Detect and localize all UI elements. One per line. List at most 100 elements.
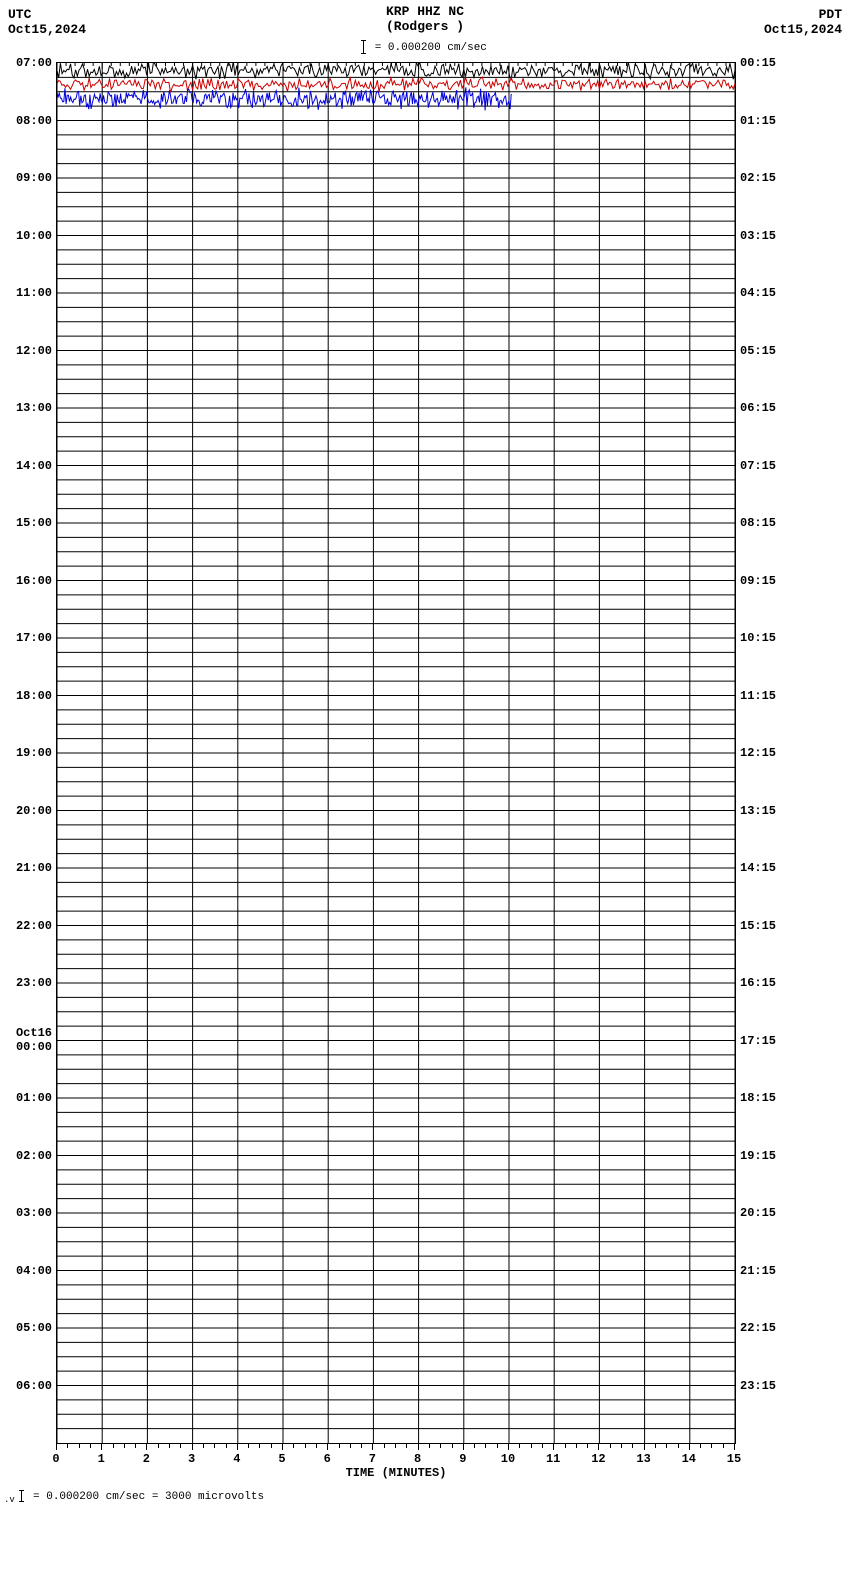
x-tick [237, 1444, 238, 1450]
left-time-label: 07:00 [16, 56, 52, 70]
x-tick [723, 1444, 724, 1448]
x-axis-title: TIME (MINUTES) [56, 1466, 736, 1480]
pdt-label: PDT [819, 7, 842, 22]
x-tick [67, 1444, 68, 1448]
x-tick [271, 1444, 272, 1448]
left-time-label: 02:00 [16, 1149, 52, 1163]
x-tick [384, 1444, 385, 1448]
x-tick [293, 1444, 294, 1448]
x-axis: TIME (MINUTES) 0123456789101112131415 [56, 1444, 736, 1484]
left-time-label: 14:00 [16, 459, 52, 473]
x-tick [497, 1444, 498, 1448]
x-tick [565, 1444, 566, 1448]
right-time-label: 12:15 [740, 746, 776, 760]
x-tick [463, 1444, 464, 1450]
right-time-label: 04:15 [740, 286, 776, 300]
right-time-labels: 00:1501:1502:1503:1504:1505:1506:1507:15… [738, 62, 848, 1444]
x-tick [531, 1444, 532, 1448]
scale-info: = 0.000200 cm/sec [0, 40, 850, 54]
right-time-label: 03:15 [740, 229, 776, 243]
left-time-label: 22:00 [16, 919, 52, 933]
x-tick [700, 1444, 701, 1448]
x-tick [135, 1444, 136, 1448]
header: KRP HHZ NC (Rodgers ) UTC Oct15,2024 PDT… [0, 4, 850, 64]
x-tick [598, 1444, 599, 1450]
right-time-label: 02:15 [740, 171, 776, 185]
right-time-label: 17:15 [740, 1034, 776, 1048]
right-time-label: 22:15 [740, 1321, 776, 1335]
x-tick [452, 1444, 453, 1448]
left-time-label: 20:00 [16, 804, 52, 818]
x-tick [678, 1444, 679, 1448]
x-tick [90, 1444, 91, 1448]
x-tick [508, 1444, 509, 1450]
x-tick [248, 1444, 249, 1448]
x-tick-label: 7 [369, 1452, 376, 1466]
left-time-label: 19:00 [16, 746, 52, 760]
station-title: KRP HHZ NC [0, 4, 850, 19]
right-time-label: 06:15 [740, 401, 776, 415]
left-time-label: 05:00 [16, 1321, 52, 1335]
left-time-label: 15:00 [16, 516, 52, 530]
right-time-label: 08:15 [740, 516, 776, 530]
pdt-date: Oct15,2024 [764, 22, 842, 37]
x-tick-label: 1 [98, 1452, 105, 1466]
x-tick [440, 1444, 441, 1448]
x-tick [576, 1444, 577, 1448]
left-time-label: 12:00 [16, 344, 52, 358]
x-tick [406, 1444, 407, 1448]
x-tick [621, 1444, 622, 1448]
x-tick [587, 1444, 588, 1448]
x-tick-label: 5 [278, 1452, 285, 1466]
right-time-label: 07:15 [740, 459, 776, 473]
left-time-label: 06:00 [16, 1379, 52, 1393]
x-tick-label: 0 [52, 1452, 59, 1466]
right-time-label: 10:15 [740, 631, 776, 645]
right-time-label: 21:15 [740, 1264, 776, 1278]
right-time-label: 14:15 [740, 861, 776, 875]
x-tick [259, 1444, 260, 1448]
x-tick [158, 1444, 159, 1448]
right-time-label: 09:15 [740, 574, 776, 588]
left-time-label: 11:00 [16, 286, 52, 300]
utc-date: Oct15,2024 [8, 22, 86, 37]
x-tick-label: 14 [682, 1452, 696, 1466]
station-subtitle: (Rodgers ) [0, 19, 850, 34]
x-tick [655, 1444, 656, 1448]
x-tick [361, 1444, 362, 1448]
x-tick [689, 1444, 690, 1450]
right-time-label: 19:15 [740, 1149, 776, 1163]
x-tick [282, 1444, 283, 1450]
x-tick [395, 1444, 396, 1448]
x-tick [169, 1444, 170, 1448]
x-tick [327, 1444, 328, 1450]
left-time-label: 18:00 [16, 689, 52, 703]
x-tick [553, 1444, 554, 1450]
x-tick [485, 1444, 486, 1448]
left-time-label: 04:00 [16, 1264, 52, 1278]
x-tick [124, 1444, 125, 1448]
x-tick [542, 1444, 543, 1448]
left-time-label: 10:00 [16, 229, 52, 243]
x-tick-label: 12 [591, 1452, 605, 1466]
x-tick [56, 1444, 57, 1450]
right-time-label: 18:15 [740, 1091, 776, 1105]
x-tick [519, 1444, 520, 1448]
x-tick [666, 1444, 667, 1448]
x-tick [214, 1444, 215, 1448]
footer: .v = 0.000200 cm/sec = 3000 microvolts [4, 1490, 264, 1505]
x-tick [113, 1444, 114, 1448]
x-tick [711, 1444, 712, 1448]
x-tick-label: 4 [233, 1452, 240, 1466]
x-tick [429, 1444, 430, 1448]
right-time-label: 13:15 [740, 804, 776, 818]
x-tick [610, 1444, 611, 1448]
x-tick-label: 9 [459, 1452, 466, 1466]
right-time-label: 00:15 [740, 56, 776, 70]
left-time-label: 03:00 [16, 1206, 52, 1220]
x-tick-label: 2 [143, 1452, 150, 1466]
x-tick [101, 1444, 102, 1450]
x-tick-label: 13 [636, 1452, 650, 1466]
x-tick [350, 1444, 351, 1448]
left-time-label: 13:00 [16, 401, 52, 415]
